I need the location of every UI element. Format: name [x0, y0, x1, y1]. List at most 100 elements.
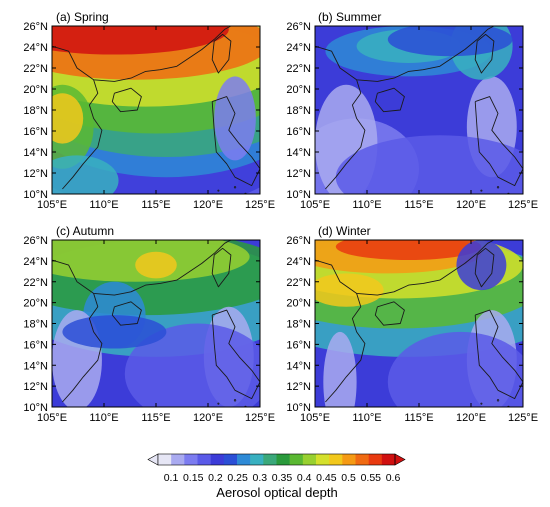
colorbar-cell	[184, 454, 198, 465]
lat-tick-label: 24°N	[286, 256, 311, 268]
lon-tick-label: 110°E	[352, 199, 381, 211]
panel-title-autumn: (c) Autumn	[56, 224, 114, 238]
lon-tick-label: 105°E	[37, 199, 67, 211]
panel-summer: (b) Summer 26°N 24°N 22°N 20°N 18°N 16°N 14°N 1…	[286, 10, 538, 211]
lat-tick-label: 10°N	[286, 402, 311, 414]
colorbar-cell	[329, 454, 343, 465]
lat-tick-label: 18°N	[286, 319, 311, 331]
colorbar-tick-labels: 0.1 0.15 0.2 0.25 0.3 0.35 0.4 0.45 0.5 0.55 0.6	[164, 472, 401, 484]
aod-field-summer	[315, 26, 523, 194]
colorbar-cell	[250, 454, 264, 465]
panel-title-winter: (d) Winter	[318, 224, 371, 238]
lon-tick-label: 125°E	[245, 199, 275, 211]
lon-tick-label: 120°E	[456, 412, 486, 424]
lon-tick-label: 125°E	[245, 412, 275, 424]
lat-tick-label: 26°N	[23, 21, 48, 33]
colorbar-cell	[368, 454, 383, 465]
lat-tick-label: 20°N	[286, 84, 311, 96]
colorbar-title: Aerosol optical depth	[216, 485, 337, 500]
lat-tick-label: 26°N	[286, 235, 311, 247]
lat-tick-label: 18°N	[286, 105, 311, 117]
colorbar-cell	[302, 454, 317, 465]
lat-tick-label: 16°N	[23, 126, 48, 138]
coastline-autumn	[52, 240, 260, 407]
colorbar-max-triangle	[394, 453, 406, 466]
lat-tick-label: 20°N	[23, 84, 48, 96]
colorbar-cell	[355, 454, 369, 465]
colorbar-cell	[381, 454, 396, 465]
lat-tick-label: 12°N	[286, 381, 311, 393]
axis-ticks-winter: 26°N 24°N 22°N 20°N 18°N 16°N 14°N 12°N 10°N105°…	[286, 235, 538, 424]
axis-ticks-autumn: 26°N 24°N 22°N 20°N 18°N 16°N 14°N 12°N 10°N105°…	[23, 235, 275, 424]
lon-tick-label: 120°E	[456, 199, 486, 211]
lat-tick-label: 22°N	[286, 63, 311, 75]
coastline-spring	[52, 26, 260, 194]
colorbar-cell	[237, 454, 251, 465]
lat-tick-label: 24°N	[286, 42, 311, 54]
colorbar-tick-label: 0.6	[386, 472, 401, 484]
colorbar-cell	[158, 454, 172, 465]
lon-tick-label: 110°E	[352, 412, 381, 424]
lat-tick-label: 10°N	[23, 189, 48, 201]
lon-tick-label: 115°E	[141, 412, 170, 424]
panel-title-spring: (a) Spring	[56, 10, 109, 24]
lat-tick-label: 12°N	[23, 381, 48, 393]
coastline-summer	[315, 26, 523, 194]
aod-field-winter	[315, 240, 523, 407]
colorbar-cell	[171, 454, 185, 465]
colorbar-cell	[210, 454, 225, 465]
lat-tick-label: 12°N	[23, 168, 48, 180]
lat-tick-label: 10°N	[23, 402, 48, 414]
lon-tick-label: 115°E	[404, 412, 433, 424]
coastline-winter	[315, 240, 523, 407]
colorbar-tick-label: 0.5	[341, 472, 356, 484]
colorbar-tick-label: 0.45	[316, 472, 337, 484]
lat-tick-label: 14°N	[23, 360, 48, 372]
lat-tick-label: 14°N	[23, 147, 48, 159]
lon-tick-label: 105°E	[300, 199, 330, 211]
lon-tick-label: 115°E	[141, 199, 170, 211]
panel-spring: (a) Spring 26°N 24°N 22°N 20°N 18°N 16°N 14°N 1…	[23, 10, 275, 211]
aod-field-autumn	[52, 240, 260, 407]
lat-tick-label: 22°N	[23, 277, 48, 289]
lat-tick-label: 14°N	[286, 360, 311, 372]
lat-tick-label: 10°N	[286, 189, 311, 201]
colorbar-cell	[276, 454, 290, 465]
colorbar-tick-label: 0.25	[227, 472, 248, 484]
lat-tick-label: 18°N	[23, 105, 48, 117]
lon-tick-label: 125°E	[508, 412, 538, 424]
lon-tick-label: 105°E	[300, 412, 330, 424]
colorbar-tick-label: 0.4	[297, 472, 312, 484]
lat-tick-label: 24°N	[23, 42, 48, 54]
panel-winter: (d) Winter 26°N 24°N 22°N 20°N 18°N 16°N 14°N 1…	[286, 224, 538, 424]
lon-tick-label: 110°E	[89, 199, 118, 211]
panel-title-summer: (b) Summer	[318, 10, 381, 24]
axis-ticks-summer: 26°N 24°N 22°N 20°N 18°N 16°N 14°N 12°N 10°N105°…	[286, 21, 538, 211]
colorbar-tick-label: 0.1	[164, 472, 179, 484]
lon-tick-label: 105°E	[37, 412, 67, 424]
lat-tick-label: 18°N	[23, 319, 48, 331]
lat-tick-label: 22°N	[286, 277, 311, 289]
lat-tick-label: 14°N	[286, 147, 311, 159]
colorbar: 0.1 0.15 0.2 0.25 0.3 0.35 0.4 0.45 0.5 0.55 0.6 A…	[147, 453, 406, 500]
colorbar-cell	[223, 454, 238, 465]
colorbar-tick-label: 0.55	[361, 472, 382, 484]
lat-tick-label: 20°N	[23, 298, 48, 310]
lon-tick-label: 110°E	[89, 412, 118, 424]
lon-tick-label: 120°E	[193, 199, 223, 211]
colorbar-cell	[342, 454, 356, 465]
lon-tick-label: 125°E	[508, 199, 538, 211]
lat-tick-label: 26°N	[23, 235, 48, 247]
aod-field-spring	[52, 26, 260, 194]
colorbar-cells	[147, 453, 406, 466]
colorbar-cell	[289, 454, 304, 465]
colorbar-min-triangle	[147, 453, 159, 466]
panel-autumn: (c) Autumn 26°N 24°N 22°N 20°N 18°N 16°N 14°N 1…	[23, 224, 275, 424]
colorbar-cell	[316, 454, 330, 465]
lat-tick-label: 12°N	[286, 168, 311, 180]
lat-tick-label: 16°N	[286, 126, 311, 138]
lat-tick-label: 16°N	[23, 339, 48, 351]
axis-ticks-spring: 26°N 24°N 22°N 20°N 18°N 16°N 14°N 12°N 10°N105°…	[23, 21, 275, 211]
lat-tick-label: 26°N	[286, 21, 311, 33]
